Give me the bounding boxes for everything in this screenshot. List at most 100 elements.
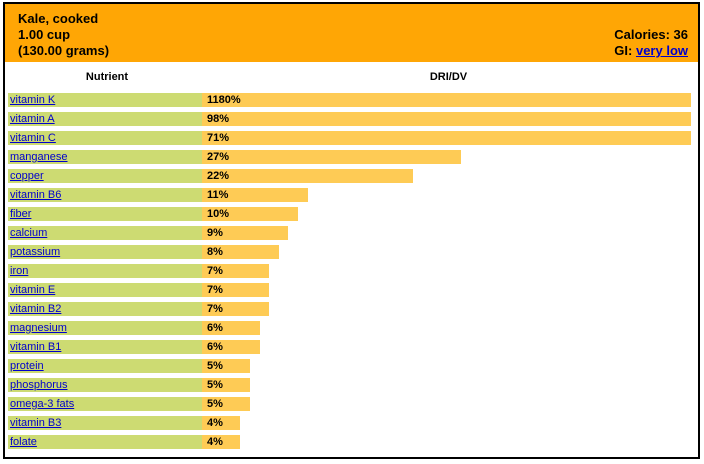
food-meta-block: Calories: 36 GI: very low bbox=[614, 27, 698, 62]
dri-percent-label: 6% bbox=[207, 322, 223, 334]
dri-bar: 8% bbox=[202, 245, 279, 259]
nutrient-label-cell: fiber bbox=[8, 207, 202, 221]
nutrient-label-cell: copper bbox=[8, 169, 202, 183]
nutrient-label-cell: vitamin B3 bbox=[8, 416, 202, 430]
nutrient-link[interactable]: vitamin A bbox=[10, 113, 55, 125]
dri-bar: 98% bbox=[202, 112, 691, 126]
nutrient-row: vitamin B2 7% bbox=[8, 302, 698, 316]
dri-percent-label: 22% bbox=[207, 170, 230, 182]
nutrient-label-cell: vitamin B2 bbox=[8, 302, 202, 316]
column-headers: Nutrient DRI/DV bbox=[5, 62, 698, 93]
nutrient-link[interactable]: omega-3 fats bbox=[10, 398, 75, 410]
nutrient-link[interactable]: vitamin B6 bbox=[10, 189, 62, 201]
nutrient-label-cell: omega-3 fats bbox=[8, 397, 202, 411]
nutrient-row: vitamin A 98% bbox=[8, 112, 698, 126]
nutrient-label-cell: vitamin B6 bbox=[8, 188, 202, 202]
dri-percent-label: 5% bbox=[207, 398, 223, 410]
dri-percent-label: 71% bbox=[207, 132, 230, 144]
nutrient-row: vitamin E 7% bbox=[8, 283, 698, 297]
nutrient-label-cell: magnesium bbox=[8, 321, 202, 335]
dri-bar: 6% bbox=[202, 340, 260, 354]
nutrient-link[interactable]: vitamin B3 bbox=[10, 417, 62, 429]
nutrient-row: folate 4% bbox=[8, 435, 698, 449]
dri-bar: 4% bbox=[202, 416, 241, 430]
dri-percent-label: 6% bbox=[207, 341, 223, 353]
nutrient-profile-table: Kale, cooked 1.00 cup (130.00 grams) Cal… bbox=[3, 2, 700, 459]
dri-bar: 5% bbox=[202, 397, 250, 411]
nutrient-rows: vitamin K 1180% vitamin A 98% vitamin C … bbox=[5, 93, 698, 449]
nutrient-label-cell: iron bbox=[8, 264, 202, 278]
nutrient-row: vitamin K 1180% bbox=[8, 93, 698, 107]
nutrient-label-cell: vitamin C bbox=[8, 131, 202, 145]
nutrient-column-header: Nutrient bbox=[85, 71, 129, 83]
dri-percent-label: 8% bbox=[207, 246, 223, 258]
nutrient-link[interactable]: vitamin K bbox=[10, 94, 56, 106]
dri-bar: 11% bbox=[202, 188, 308, 202]
nutrient-row: fiber 10% bbox=[8, 207, 698, 221]
dri-bar: 6% bbox=[202, 321, 260, 335]
nutrient-link[interactable]: fiber bbox=[10, 208, 32, 220]
dri-percent-label: 7% bbox=[207, 265, 223, 277]
serving-size: 1.00 cup bbox=[18, 27, 71, 42]
nutrient-link[interactable]: vitamin E bbox=[10, 284, 56, 296]
nutrient-link[interactable]: potassium bbox=[10, 246, 61, 258]
dri-percent-label: 7% bbox=[207, 284, 223, 296]
serving-grams: (130.00 grams) bbox=[18, 43, 110, 58]
dri-bar: 5% bbox=[202, 359, 250, 373]
calories-line: Calories: 36 bbox=[614, 27, 688, 42]
nutrient-link[interactable]: magnesium bbox=[10, 322, 67, 334]
gi-label: GI: bbox=[614, 43, 633, 58]
nutrient-label-cell: vitamin K bbox=[8, 93, 202, 107]
dri-bar: 71% bbox=[202, 131, 691, 145]
nutrient-row: potassium 8% bbox=[8, 245, 698, 259]
nutrient-label-cell: vitamin B1 bbox=[8, 340, 202, 354]
nutrient-row: calcium 9% bbox=[8, 226, 698, 240]
nutrient-link[interactable]: iron bbox=[10, 265, 29, 277]
dri-bar: 27% bbox=[202, 150, 462, 164]
nutrient-link[interactable]: vitamin B1 bbox=[10, 341, 62, 353]
nutrient-row: magnesium 6% bbox=[8, 321, 698, 335]
nutrient-label-cell: vitamin E bbox=[8, 283, 202, 297]
dri-percent-label: 1180% bbox=[207, 94, 241, 106]
dri-bar: 7% bbox=[202, 283, 270, 297]
nutrient-link[interactable]: manganese bbox=[10, 151, 68, 163]
nutrient-label-cell: potassium bbox=[8, 245, 202, 259]
nutrient-row: omega-3 fats 5% bbox=[8, 397, 698, 411]
nutrient-row: vitamin C 71% bbox=[8, 131, 698, 145]
dri-bar: 9% bbox=[202, 226, 289, 240]
dri-percent-label: 11% bbox=[207, 189, 229, 201]
nutrient-link[interactable]: vitamin C bbox=[10, 132, 56, 144]
dri-bar: 1180% bbox=[202, 93, 691, 107]
nutrient-link[interactable]: copper bbox=[10, 170, 44, 182]
nutrient-row: phosphorus 5% bbox=[8, 378, 698, 392]
nutrient-label-cell: protein bbox=[8, 359, 202, 373]
nutrient-link[interactable]: folate bbox=[10, 436, 37, 448]
nutrient-label-cell: phosphorus bbox=[8, 378, 202, 392]
dri-percent-label: 9% bbox=[207, 227, 223, 239]
nutrient-row: copper 22% bbox=[8, 169, 698, 183]
food-name: Kale, cooked bbox=[18, 11, 99, 26]
nutrient-link[interactable]: protein bbox=[10, 360, 44, 372]
dri-bar: 10% bbox=[202, 207, 298, 221]
gi-link[interactable]: very low bbox=[635, 43, 688, 58]
dri-bar: 7% bbox=[202, 264, 270, 278]
nutrient-row: vitamin B3 4% bbox=[8, 416, 698, 430]
food-header: Kale, cooked 1.00 cup (130.00 grams) Cal… bbox=[5, 4, 698, 62]
nutrient-link[interactable]: vitamin B2 bbox=[10, 303, 62, 315]
dri-bar: 7% bbox=[202, 302, 270, 316]
dri-percent-label: 98% bbox=[207, 113, 230, 125]
dri-percent-label: 4% bbox=[207, 417, 223, 429]
gi-line: GI: very low bbox=[614, 43, 688, 59]
nutrient-row: vitamin B6 11% bbox=[8, 188, 698, 202]
nutrient-link[interactable]: phosphorus bbox=[10, 379, 68, 391]
nutrient-link[interactable]: calcium bbox=[10, 227, 48, 239]
nutrient-row: iron 7% bbox=[8, 264, 698, 278]
dri-percent-label: 10% bbox=[207, 208, 230, 220]
dri-bar: 5% bbox=[202, 378, 250, 392]
dri-column-header: DRI/DV bbox=[429, 71, 468, 83]
nutrient-row: protein 5% bbox=[8, 359, 698, 373]
dri-bar: 4% bbox=[202, 435, 241, 449]
food-title-block: Kale, cooked 1.00 cup (130.00 grams) bbox=[5, 11, 109, 62]
dri-percent-label: 4% bbox=[207, 436, 223, 448]
